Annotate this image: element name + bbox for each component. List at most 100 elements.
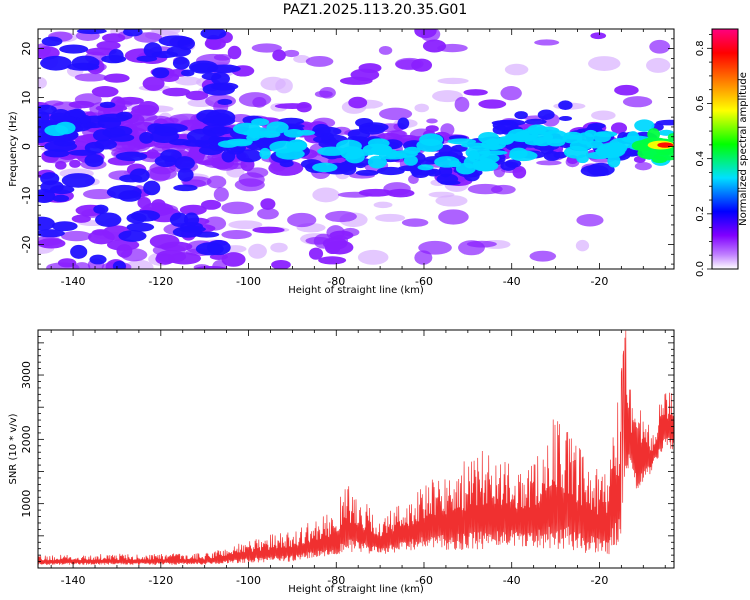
spectral-amplitude-blob — [317, 146, 347, 156]
spectral-amplitude-blob — [149, 129, 180, 144]
spectral-amplitude-blob — [588, 56, 621, 71]
spectral-amplitude-blob — [94, 139, 117, 150]
x-tick-label: -140 — [61, 574, 86, 587]
spectral-amplitude-blob — [116, 244, 133, 258]
spectral-amplitude-blob — [271, 259, 291, 269]
spectral-amplitude-blob — [76, 29, 107, 35]
spectral-amplitude-blob — [227, 45, 242, 60]
x-tick-label: -40 — [503, 574, 521, 587]
spectral-amplitude-blob — [313, 126, 342, 137]
spectral-amplitude-blob — [40, 55, 72, 71]
snr-series-line — [38, 330, 674, 565]
spectral-amplitude-blob — [339, 76, 373, 85]
spectral-amplitude-blob — [277, 135, 290, 142]
colorbar-tick-label: 0.2 — [695, 206, 706, 222]
spectral-amplitude-blob — [472, 157, 496, 171]
y-tick-label: -10 — [20, 187, 33, 205]
spectral-amplitude-blob — [93, 204, 109, 214]
spectral-amplitude-blob — [283, 129, 305, 138]
spectral-amplitude-blob — [61, 173, 95, 188]
spectral-amplitude-blob — [378, 45, 393, 55]
spectral-amplitude-blob — [498, 119, 526, 126]
colorbar-label: Normalized spectral amplitude — [738, 72, 749, 226]
spectral-amplitude-blob — [434, 151, 459, 159]
spectral-amplitude-blob — [206, 175, 227, 189]
spectral-amplitude-blob — [119, 174, 143, 183]
x-tick-label: -100 — [236, 574, 261, 587]
spectral-amplitude-blob — [355, 162, 366, 169]
spectral-amplitude-blob — [622, 96, 653, 108]
spectral-amplitude-blob — [454, 96, 470, 112]
spectral-amplitude-blob — [70, 244, 88, 259]
spectrogram-panel: -140 -120 -100 -80 -60 -40 -20 20 10 0 -10 -20 Hei… — [8, 28, 675, 296]
spectral-amplitude-blob — [428, 191, 455, 198]
spectral-amplitude-blob — [179, 225, 206, 233]
spectral-amplitude-blob — [95, 212, 122, 227]
spectral-amplitude-blob — [183, 212, 200, 227]
spectral-amplitude-blob — [174, 76, 202, 86]
spectral-amplitude-blob — [358, 63, 382, 73]
spectral-amplitude-blob — [53, 138, 76, 147]
spectral-amplitude-blob — [422, 39, 447, 53]
spectral-amplitude-blob — [593, 131, 611, 143]
spectral-amplitude-blob — [173, 184, 198, 192]
snr-y-label: SNR (10 * v/v) — [8, 413, 19, 484]
spectral-amplitude-blob — [411, 168, 430, 178]
spectral-amplitude-blob — [213, 187, 229, 202]
spectral-amplitude-blob — [188, 151, 200, 158]
spectral-amplitude-blob — [386, 188, 415, 198]
spectral-amplitude-blob — [259, 147, 271, 160]
spectral-amplitude-blob — [436, 173, 459, 185]
spectral-amplitude-blob — [38, 111, 50, 124]
x-tick-label: -120 — [148, 275, 173, 288]
spectral-amplitude-blob — [500, 86, 522, 101]
spectral-amplitude-blob — [145, 167, 177, 181]
spectral-amplitude-blob — [153, 123, 188, 133]
spectral-amplitude-blob — [177, 167, 194, 182]
spectral-amplitude-blob — [339, 163, 357, 176]
spectral-amplitude-blob — [123, 29, 143, 37]
spectral-amplitude-blob — [221, 230, 252, 240]
spectral-amplitude-blob — [134, 32, 163, 43]
spectral-amplitude-blob — [417, 164, 434, 171]
spectral-amplitude-blob — [263, 137, 275, 144]
spectral-amplitude-blob — [74, 73, 108, 82]
spectral-amplitude-blob — [411, 58, 433, 72]
snr-x-label: Height of straight line (km) — [288, 584, 424, 595]
spectral-amplitude-blob — [318, 256, 347, 265]
spectral-amplitude-blob — [426, 118, 438, 124]
spectral-amplitude-blob — [375, 213, 406, 222]
spectral-amplitude-blob — [546, 138, 566, 147]
spectral-amplitude-blob — [418, 240, 452, 255]
spectral-amplitude-blob — [252, 226, 285, 234]
spectral-amplitude-blob — [649, 39, 671, 54]
spectral-amplitude-blob — [103, 73, 130, 83]
spectral-amplitude-blob — [194, 265, 228, 269]
spectral-amplitude-blob — [426, 168, 442, 177]
spectral-amplitude-blob — [52, 194, 70, 203]
spectrogram-x-ticks: -140 -120 -100 -80 -60 -40 -20 — [50, 29, 666, 288]
y-tick-label: 10 — [20, 91, 33, 105]
spectral-amplitude-blob — [634, 161, 652, 171]
x-tick-label: -80 — [327, 574, 345, 587]
spectral-amplitude-blob — [179, 204, 207, 216]
spectral-amplitude-blob — [467, 150, 480, 162]
spectral-amplitude-blob — [576, 213, 604, 227]
x-tick-label: -100 — [236, 275, 261, 288]
spectral-amplitude-blob — [414, 103, 429, 113]
spectral-amplitude-blob — [537, 109, 555, 120]
spectral-amplitude-blob — [558, 116, 573, 122]
spectral-amplitude-blob — [270, 242, 288, 253]
spectral-amplitude-blob — [447, 138, 477, 145]
spectral-amplitude-blob — [296, 102, 312, 113]
colorbar-tick-label: 0.8 — [695, 40, 706, 56]
spectral-amplitude-blob — [44, 124, 69, 137]
spectral-amplitude-blob — [210, 82, 239, 91]
spectral-amplitude-blob — [115, 151, 148, 162]
spectral-amplitude-blob — [131, 104, 157, 114]
spectral-amplitude-blob — [186, 128, 217, 145]
colorbar-tick-label: 0.6 — [695, 96, 706, 112]
spectral-amplitude-blob — [38, 229, 65, 238]
spectral-amplitude-blob — [355, 169, 379, 176]
spectral-amplitude-blob — [38, 188, 56, 204]
